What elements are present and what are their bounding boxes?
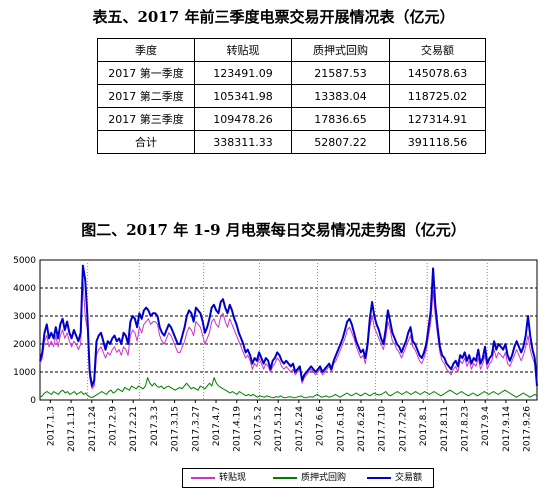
x-tick-label: 2017.8.1 xyxy=(419,406,429,446)
x-tick-label: 2017.2.9 xyxy=(108,406,118,446)
header-cell: 季度 xyxy=(97,38,195,62)
legend-label: 质押式回购 xyxy=(301,473,347,483)
y-tick-label: 4000 xyxy=(13,284,36,294)
table-cell: 118725.02 xyxy=(389,84,486,108)
x-tick-label: 2017.6.28 xyxy=(357,406,367,452)
x-tick-label: 2017.9.14 xyxy=(502,406,512,452)
chart-title: 图二、2017 年 1-9 月电票每日交易情况走势图（亿元） xyxy=(81,221,466,239)
legend-swatch xyxy=(191,477,215,479)
x-tick-label: 2017.6.16 xyxy=(336,406,346,452)
y-tick-label: 5000 xyxy=(13,256,36,266)
x-tick-label: 2017.3.27 xyxy=(191,406,201,452)
x-tick-label: 2017.1.24 xyxy=(88,406,98,452)
x-tick-label: 2017.8.11 xyxy=(440,406,450,452)
table-cell: 52807.22 xyxy=(291,130,390,154)
y-tick-label: 1000 xyxy=(13,368,36,378)
x-tick-label: 2017.2.21 xyxy=(129,406,139,452)
legend-label: 交易额 xyxy=(395,473,423,483)
series-line-repo xyxy=(39,377,538,399)
table-row: 2017 第二季度 105341.98 13383.04 118725.02 xyxy=(97,84,486,108)
table-cell: 105341.98 xyxy=(194,84,292,108)
x-tick-label: 2017.3.15 xyxy=(171,406,181,452)
table-cell: 338311.33 xyxy=(194,130,292,154)
x-tick-label: 2017.1.13 xyxy=(67,406,77,452)
legend-label: 转贴现 xyxy=(219,473,247,483)
table-header-row: 季度 转贴现 质押式回购 交易额 xyxy=(97,38,486,62)
table-cell: 13383.04 xyxy=(291,84,390,108)
x-tick-label: 2017.5.12 xyxy=(274,406,284,452)
table-row: 2017 第三季度 109478.26 17836.65 127314.91 xyxy=(97,107,486,131)
x-tick-label: 2017.9.4 xyxy=(481,406,491,446)
table-cell: 123491.09 xyxy=(194,61,292,85)
table-cell: 109478.26 xyxy=(194,107,292,131)
legend-swatch xyxy=(367,477,391,479)
x-tick-label: 2017.4.7 xyxy=(212,406,222,446)
x-tick-label: 2017.9.26 xyxy=(523,406,533,452)
series-line-volume xyxy=(39,264,538,387)
line-chart: 0 1000 2000 3000 4000 5000 2017.1.3 2017.1.13 20… xyxy=(13,256,538,452)
legend-swatch xyxy=(273,477,297,479)
x-tick-label: 2017.8.23 xyxy=(461,406,471,452)
header-cell: 质押式回购 xyxy=(291,38,390,62)
table-row: 合计 338311.33 52807.22 391118.56 xyxy=(97,130,486,154)
table-cell: 2017 第三季度 xyxy=(97,107,195,131)
quarterly-table: 季度 转贴现 质押式回购 交易额 2017 第一季度 123491.09 215… xyxy=(97,38,486,154)
y-tick-label: 3000 xyxy=(13,312,36,322)
x-tick-label: 2017.5.24 xyxy=(295,406,305,452)
x-tick-label: 2017.3.3 xyxy=(150,406,160,446)
y-tick-label: 0 xyxy=(30,396,36,406)
y-tick-label: 2000 xyxy=(13,340,36,350)
x-tick-label: 2017.5.2 xyxy=(253,406,263,446)
table-cell: 21587.53 xyxy=(291,61,390,85)
x-tick-label: 2017.6.6 xyxy=(316,406,326,446)
table-cell: 145078.63 xyxy=(389,61,486,85)
chart-legend: 转贴现 质押式回购 交易额 xyxy=(182,468,434,488)
x-tick-label: 2017.1.3 xyxy=(46,406,56,446)
table-row: 2017 第一季度 123491.09 21587.53 145078.63 xyxy=(97,61,486,85)
table-cell: 2017 第二季度 xyxy=(97,84,195,108)
table-cell: 合计 xyxy=(97,130,195,154)
series-line-discount xyxy=(39,279,538,390)
table-cell: 391118.56 xyxy=(389,130,486,154)
header-cell: 转贴现 xyxy=(194,38,292,62)
x-tick-label: 2017.4.19 xyxy=(233,406,243,452)
header-cell: 交易额 xyxy=(389,38,486,62)
plot-area xyxy=(39,259,538,401)
table-cell: 127314.91 xyxy=(389,107,486,131)
x-tick-label: 2017.7.10 xyxy=(378,406,388,452)
table-cell: 17836.65 xyxy=(291,107,390,131)
table-cell: 2017 第一季度 xyxy=(97,61,195,85)
x-tick-label: 2017.7.20 xyxy=(398,406,408,452)
table-title: 表五、2017 年前三季度电票交易开展情况表（亿元） xyxy=(92,8,455,26)
